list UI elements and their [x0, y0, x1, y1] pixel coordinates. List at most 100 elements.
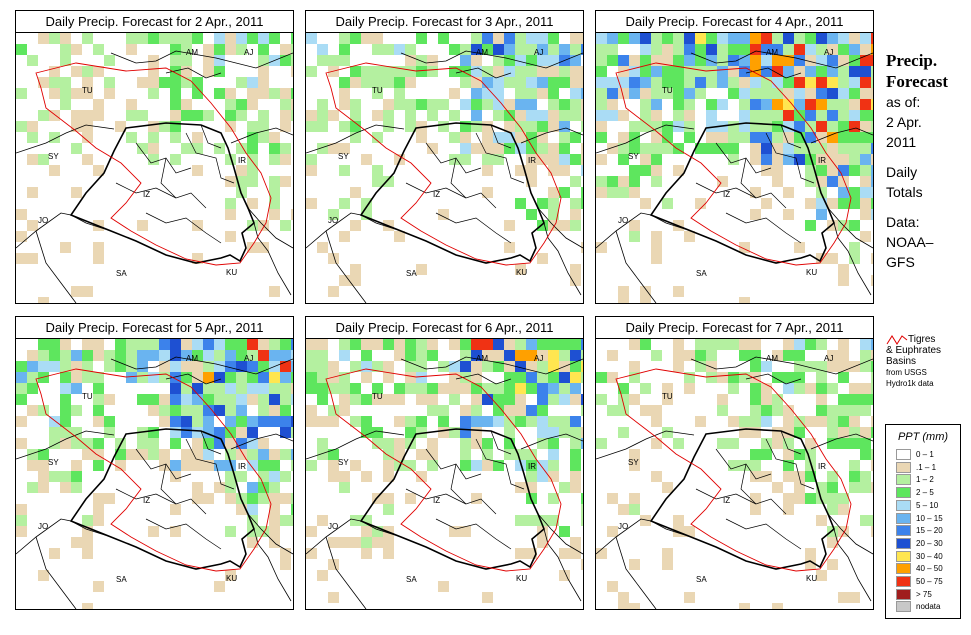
precip-cell: [460, 427, 471, 438]
precip-cell: [739, 33, 750, 44]
precip-cell: [504, 372, 515, 383]
precip-cell: [783, 383, 794, 394]
precip-cell: [728, 143, 739, 154]
iraq-border: [69, 428, 255, 570]
precip-cell: [236, 361, 247, 372]
precip-cell: [115, 460, 126, 471]
precip-cell: [849, 77, 860, 88]
precip-cell: [526, 471, 537, 482]
precip-cell: [548, 416, 559, 427]
precip-cell: [662, 427, 673, 438]
country-border: [110, 356, 293, 375]
precip-cell: [695, 77, 706, 88]
precip-cell: [361, 471, 372, 482]
precip-cell: [60, 44, 71, 55]
precip-cell: [280, 176, 291, 187]
precip-cell: [306, 526, 317, 537]
precip-cell: [607, 526, 618, 537]
precip-cell: [203, 449, 214, 460]
country-label: IR: [238, 156, 246, 165]
basin-outline: [325, 368, 562, 572]
precip-cell: [504, 438, 515, 449]
precip-cell: [339, 383, 350, 394]
precip-cell: [783, 110, 794, 121]
precip-cell: [203, 55, 214, 66]
precip-cell: [493, 361, 504, 372]
precip-cell: [816, 383, 827, 394]
precip-cell: [225, 471, 236, 482]
precip-cell: [170, 526, 181, 537]
precip-cell: [695, 143, 706, 154]
precip-cell: [493, 88, 504, 99]
precip-map: AM AJ TU SY IR IZ JO SA KU: [596, 339, 873, 609]
precip-cell: [203, 438, 214, 449]
precip-cell: [405, 416, 416, 427]
date-line1: 2 Apr.: [886, 114, 922, 130]
precip-cell: [247, 77, 258, 88]
precip-cell: [449, 394, 460, 405]
country-label: SA: [406, 269, 417, 278]
country-label: TU: [82, 392, 93, 401]
precip-cell: [515, 460, 526, 471]
precip-cell: [860, 77, 871, 88]
precip-cell: [280, 44, 291, 55]
precip-cell: [269, 460, 280, 471]
precip-cell: [225, 570, 236, 581]
precip-cell: [860, 209, 871, 220]
precip-cell: [225, 88, 236, 99]
precip-cell: [695, 44, 706, 55]
precip-cell: [596, 110, 607, 121]
precip-cell: [783, 77, 794, 88]
country-label: JO: [618, 216, 628, 225]
precip-cell: [607, 44, 618, 55]
precip-cell: [269, 132, 280, 143]
province-border: [435, 518, 512, 550]
precip-cell: [728, 416, 739, 427]
precip-cell: [794, 99, 805, 110]
precip-cell: [695, 350, 706, 361]
precip-cell: [783, 66, 794, 77]
precip-cell: [493, 66, 504, 77]
precip-cell: [783, 350, 794, 361]
precip-cell: [871, 209, 873, 220]
precip-cell: [772, 176, 783, 187]
precip-cell: [581, 165, 583, 176]
precip-cell: [416, 394, 427, 405]
precip-cell: [280, 99, 291, 110]
legend-row: > 75: [896, 588, 932, 600]
precip-cell: [629, 77, 640, 88]
precip-cell: [471, 405, 482, 416]
precip-cell: [827, 361, 838, 372]
precip-cell: [328, 143, 339, 154]
precip-cell: [214, 339, 225, 350]
precip-cell: [618, 33, 629, 44]
precip-cell: [438, 383, 449, 394]
precip-cell: [126, 361, 137, 372]
precip-cell: [805, 44, 816, 55]
precip-cell: [640, 405, 651, 416]
precip-cell: [728, 339, 739, 350]
precip-cell: [805, 548, 816, 559]
precip-cell: [460, 460, 471, 471]
precip-cell: [684, 372, 695, 383]
precip-cell: [783, 449, 794, 460]
precip-cell: [629, 121, 640, 132]
precip-cell: [214, 394, 225, 405]
precip-cell: [460, 361, 471, 372]
precip-cell: [559, 339, 570, 350]
legend-swatch: [896, 449, 911, 460]
precip-cell: [871, 77, 873, 88]
precip-cell: [673, 286, 684, 297]
precip-cell: [504, 405, 515, 416]
legend-row: nodata: [896, 601, 940, 613]
precip-cell: [596, 154, 607, 165]
precip-cell: [339, 482, 350, 493]
precip-cell: [203, 416, 214, 427]
precip-cell: [269, 405, 280, 416]
precip-cell: [181, 99, 192, 110]
precip-cell: [82, 286, 93, 297]
precip-cell: [115, 339, 126, 350]
precip-cell: [662, 132, 673, 143]
precip-cell: [728, 44, 739, 55]
precip-cell: [361, 526, 372, 537]
